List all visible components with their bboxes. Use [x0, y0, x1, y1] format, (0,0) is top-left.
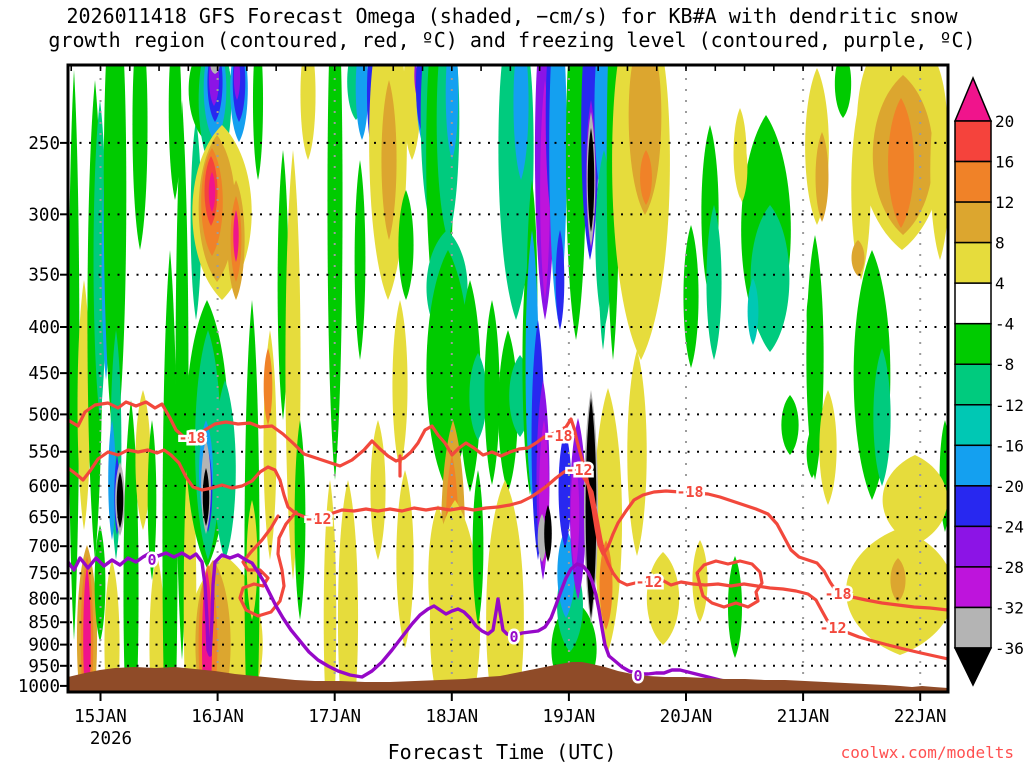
x-axis: 15JAN 16JAN 17JAN 18JAN 19JAN 20JAN 21JAN 22JAN…	[70, 65, 947, 749]
svg-text:-18: -18	[178, 429, 205, 447]
x-axis-year: 2026	[90, 729, 132, 749]
svg-text:-12: -12	[304, 510, 331, 528]
svg-text:700: 700	[28, 537, 60, 557]
svg-text:-32: -32	[995, 598, 1024, 617]
plot-area: -18 -18 -18 -18 -12 -12 -12 -12 0 0 0	[68, 65, 948, 692]
svg-text:12: 12	[995, 193, 1014, 212]
svg-text:-4: -4	[995, 315, 1014, 334]
svg-text:15JAN: 15JAN	[74, 707, 127, 727]
svg-text:4: 4	[995, 274, 1005, 293]
svg-text:0: 0	[509, 628, 518, 646]
svg-text:-18: -18	[545, 427, 572, 445]
svg-text:21JAN: 21JAN	[777, 707, 830, 727]
colorbar: 20 16 12 8 4 -4 -8 -12 -16 -20 -24 -28 -32 -36	[953, 76, 1024, 687]
svg-text:17JAN: 17JAN	[308, 707, 361, 727]
svg-text:18JAN: 18JAN	[425, 707, 478, 727]
omega-shaded-field	[68, 65, 948, 690]
svg-text:850: 850	[28, 613, 60, 633]
svg-text:-12: -12	[635, 573, 662, 591]
svg-text:8: 8	[995, 234, 1005, 253]
svg-text:950: 950	[28, 657, 60, 677]
svg-text:1000: 1000	[18, 677, 60, 697]
dendritic-growth-contours	[68, 400, 948, 661]
svg-text:300: 300	[28, 205, 60, 225]
svg-text:250: 250	[28, 134, 60, 154]
svg-text:16: 16	[995, 153, 1014, 172]
chart-title-line2: growth region (contoured, red, ºC) and f…	[48, 28, 976, 52]
svg-text:500: 500	[28, 405, 60, 425]
svg-text:-16: -16	[995, 436, 1024, 455]
svg-text:450: 450	[28, 364, 60, 384]
svg-text:20: 20	[995, 112, 1014, 131]
svg-text:0: 0	[633, 667, 642, 685]
svg-text:19JAN: 19JAN	[543, 707, 596, 727]
chart-title: 2026011418 GFS Forecast Omega (shaded, −…	[0, 4, 1024, 52]
purple-contour-labels: 0 0 0	[145, 549, 645, 688]
watermark-text: coolwx.com/modelts	[840, 743, 1014, 762]
svg-text:400: 400	[28, 318, 60, 338]
svg-text:-18: -18	[824, 585, 851, 603]
svg-text:-24: -24	[995, 517, 1024, 536]
svg-text:350: 350	[28, 266, 60, 286]
y-axis: 250 300 350 400 450 500 550 600 650 700 750 800 850 9…	[18, 134, 68, 697]
svg-text:550: 550	[28, 443, 60, 463]
terrain-profile	[68, 662, 948, 692]
svg-text:-12: -12	[995, 396, 1024, 415]
svg-text:22JAN: 22JAN	[894, 707, 947, 727]
chart-title-line1: 2026011418 GFS Forecast Omega (shaded, −…	[66, 4, 958, 28]
svg-text:16JAN: 16JAN	[191, 707, 244, 727]
svg-text:750: 750	[28, 564, 60, 584]
red-contour-labels: -18 -18 -18 -18 -12 -12 -12 -12	[176, 425, 854, 640]
freezing-level-contour	[68, 551, 757, 691]
svg-text:-12: -12	[565, 461, 592, 479]
svg-text:-18: -18	[676, 483, 703, 501]
svg-text:600: 600	[28, 477, 60, 497]
svg-text:0: 0	[147, 551, 156, 569]
svg-text:-8: -8	[995, 355, 1014, 374]
svg-text:650: 650	[28, 508, 60, 528]
svg-text:800: 800	[28, 589, 60, 609]
plot-frame	[66, 63, 950, 694]
svg-text:-36: -36	[995, 639, 1024, 658]
svg-text:20JAN: 20JAN	[660, 707, 713, 727]
svg-text:-28: -28	[995, 558, 1024, 577]
svg-text:900: 900	[28, 636, 60, 656]
x-axis-title: Forecast Time (UTC)	[387, 740, 617, 764]
svg-text:-20: -20	[995, 477, 1024, 496]
svg-text:-12: -12	[819, 619, 846, 637]
